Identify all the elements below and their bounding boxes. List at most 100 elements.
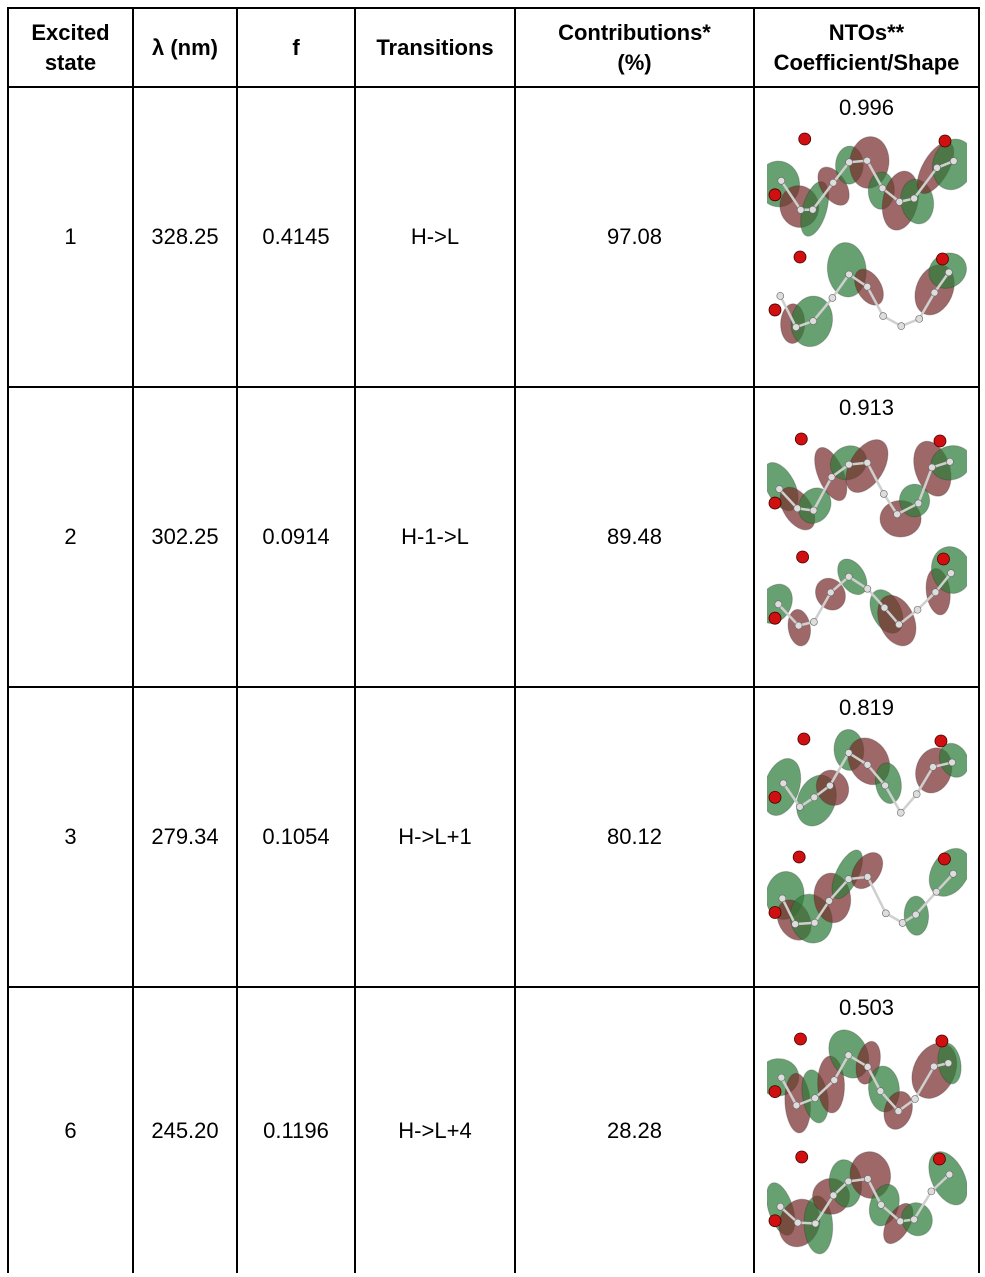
cell-transition: H->L+4 xyxy=(354,986,516,1273)
atom xyxy=(927,1187,935,1196)
atom xyxy=(808,317,817,325)
bond-line xyxy=(811,181,834,211)
orbital-lobe xyxy=(874,762,902,804)
atom xyxy=(928,763,937,771)
oxygen-atom xyxy=(768,496,781,510)
cell-f: 0.0914 xyxy=(236,386,356,688)
atom xyxy=(909,1215,918,1224)
bond-line xyxy=(897,608,918,626)
atom xyxy=(947,758,956,767)
atom xyxy=(828,294,836,302)
cell-state: 1 xyxy=(7,86,134,388)
atom xyxy=(810,1094,819,1102)
table-row: 3 279.34 0.1054 H->L+1 80.12 0.819 xyxy=(7,686,980,988)
bond-line xyxy=(917,291,936,320)
cell-state: 6 xyxy=(7,986,134,1273)
oxygen-atom xyxy=(932,1152,946,1166)
atom xyxy=(811,1219,819,1228)
nto-hole-molecule-image xyxy=(766,1029,962,1134)
nto-particle-molecule-image xyxy=(768,242,967,348)
atom xyxy=(912,790,920,798)
atom xyxy=(895,198,903,206)
bond-line xyxy=(865,587,885,609)
table-row: 6 245.20 0.1196 H->L+4 28.28 0.503 xyxy=(7,986,980,1273)
header-contrib-line2: (%) xyxy=(617,49,652,75)
orbital-lobe xyxy=(850,852,883,890)
atom xyxy=(809,618,818,626)
cell-nto: 0.913 xyxy=(753,386,980,688)
atom xyxy=(774,600,782,609)
atom xyxy=(880,603,888,612)
cell-f: 0.1196 xyxy=(236,986,356,1273)
nto-coefficient: 0.913 xyxy=(838,395,895,420)
table-row: 2 302.25 0.0914 H-1->L 89.48 0.913 xyxy=(7,386,980,688)
atom xyxy=(825,781,834,790)
atom xyxy=(894,620,903,629)
bond-line xyxy=(831,161,850,184)
oxygen-atom xyxy=(768,790,781,804)
atom xyxy=(932,164,941,172)
atom xyxy=(909,194,918,203)
bond-line xyxy=(866,1178,882,1206)
atom xyxy=(913,605,921,614)
oxygen-atom xyxy=(938,134,951,148)
nto-hole-molecule-image xyxy=(766,132,967,237)
atom xyxy=(876,1201,885,1209)
nto-particle-molecule-image xyxy=(766,546,967,647)
bond-line xyxy=(865,160,884,189)
atom xyxy=(824,897,833,905)
cell-transition: H->L xyxy=(354,86,516,388)
oxygen-atom xyxy=(768,1214,781,1228)
header-ntos-line2: Coefficient/Shape xyxy=(773,49,960,75)
bond-line xyxy=(865,286,884,317)
bond-line xyxy=(830,273,850,299)
bond-line xyxy=(879,1203,901,1223)
oxygen-atom xyxy=(794,432,808,446)
atom xyxy=(894,1107,902,1115)
atom xyxy=(880,781,889,790)
atom xyxy=(863,458,871,467)
atom xyxy=(794,621,802,630)
table-row: 1 328.25 0.4145 H->L 97.08 0.996 xyxy=(7,86,980,388)
atom xyxy=(931,588,939,596)
nto-particle-molecule-image xyxy=(766,848,967,944)
cell-state: 2 xyxy=(7,386,134,688)
bond-line xyxy=(865,462,885,495)
atom xyxy=(792,1101,800,1110)
atom xyxy=(863,1063,871,1071)
atom xyxy=(796,206,805,214)
atom xyxy=(946,569,955,577)
oxygen-atom xyxy=(935,1034,948,1048)
atom xyxy=(863,760,871,769)
atom xyxy=(826,588,835,597)
oxygen-atom xyxy=(768,611,781,625)
atom xyxy=(876,1087,884,1095)
atom xyxy=(809,793,818,802)
bond-line xyxy=(827,878,850,902)
nto-coefficient: 0.503 xyxy=(838,995,895,1020)
atom xyxy=(844,158,853,167)
header-contributions: Contributions* (%) xyxy=(514,7,755,88)
atom xyxy=(863,1175,872,1183)
atom xyxy=(879,490,888,498)
bond-line xyxy=(865,876,887,914)
bond-line xyxy=(882,493,898,515)
bond-line xyxy=(866,1066,882,1092)
bond-line xyxy=(935,872,954,893)
atom xyxy=(944,268,953,277)
cell-nto: 0.819 xyxy=(753,686,980,988)
cell-f: 0.1054 xyxy=(236,686,356,988)
atom xyxy=(844,1051,852,1060)
bond-line xyxy=(933,572,952,593)
bond-line xyxy=(778,295,797,328)
oxygen-atom xyxy=(936,552,950,566)
oxygen-atom xyxy=(768,906,781,919)
oxygen-atom xyxy=(768,188,781,202)
atom xyxy=(810,918,818,927)
header-row: Excited state λ (nm) f Transitions Contr… xyxy=(7,7,980,88)
atom xyxy=(827,473,835,481)
oxygen-atom xyxy=(792,850,806,864)
oxygen-atom xyxy=(793,1032,807,1046)
bond-line xyxy=(779,180,802,211)
bond-line xyxy=(811,297,833,322)
